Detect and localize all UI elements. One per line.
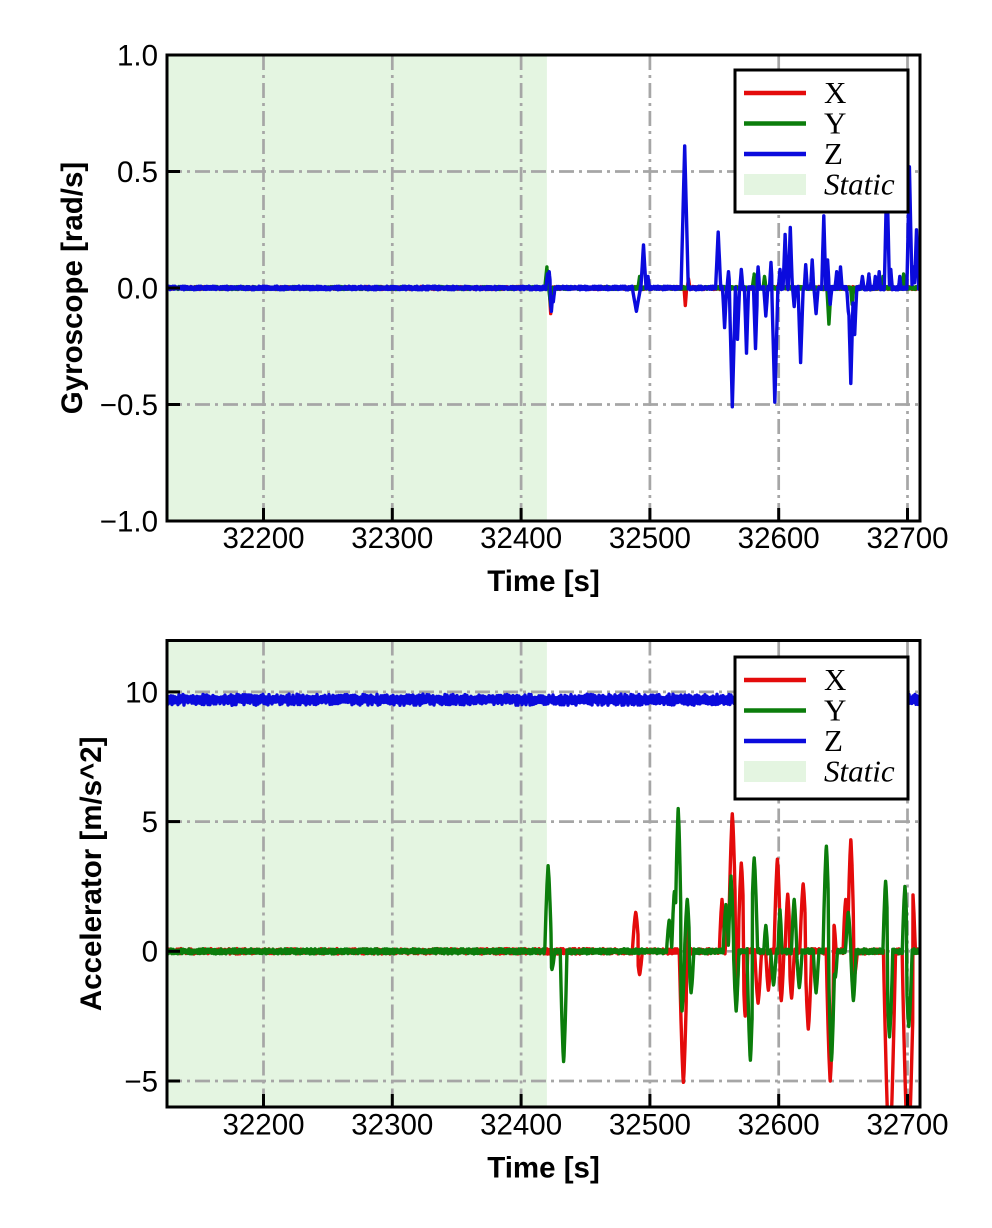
svg-text:1.0: 1.0	[117, 39, 158, 72]
svg-text:32700: 32700	[866, 1109, 948, 1142]
svg-text:32600: 32600	[738, 522, 820, 555]
svg-text:Z: Z	[824, 136, 843, 171]
svg-text:Y: Y	[824, 106, 846, 141]
svg-text:32400: 32400	[480, 522, 562, 555]
svg-text:32500: 32500	[609, 1109, 691, 1142]
svg-text:32300: 32300	[351, 1109, 433, 1142]
svg-text:5: 5	[142, 806, 158, 839]
svg-text:−1.0: −1.0	[100, 505, 158, 538]
svg-text:0: 0	[142, 936, 158, 969]
svg-text:Gyroscope [rad/s]: Gyroscope [rad/s]	[56, 162, 89, 414]
svg-text:32300: 32300	[351, 522, 433, 555]
svg-text:32200: 32200	[222, 522, 304, 555]
svg-text:Static: Static	[824, 167, 895, 202]
svg-text:Accelerator [m/s^2]: Accelerator [m/s^2]	[75, 736, 108, 1011]
svg-text:Z: Z	[824, 723, 843, 758]
svg-text:0.5: 0.5	[117, 156, 158, 189]
svg-text:32500: 32500	[609, 522, 691, 555]
svg-text:32600: 32600	[738, 1109, 820, 1142]
svg-text:32400: 32400	[480, 1109, 562, 1142]
svg-text:−0.5: −0.5	[100, 389, 158, 422]
svg-text:Time [s]: Time [s]	[487, 1152, 600, 1185]
svg-text:10: 10	[125, 676, 158, 709]
svg-text:−5: −5	[124, 1065, 158, 1098]
svg-text:Y: Y	[824, 693, 846, 728]
svg-text:X: X	[824, 75, 846, 110]
svg-text:Static: Static	[824, 754, 895, 789]
svg-text:32700: 32700	[866, 522, 948, 555]
svg-text:X: X	[824, 662, 846, 697]
svg-text:0.0: 0.0	[117, 272, 158, 305]
svg-text:32200: 32200	[222, 1109, 304, 1142]
svg-text:Time [s]: Time [s]	[487, 565, 600, 598]
